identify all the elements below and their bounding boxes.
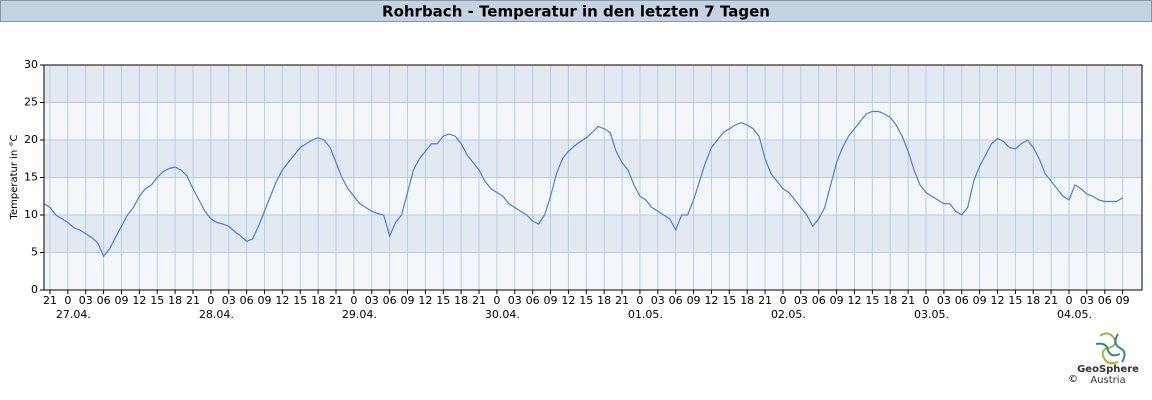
x-tick-label: 15 — [865, 294, 879, 307]
band — [44, 215, 1142, 253]
x-tick-label: 09 — [257, 294, 271, 307]
date-label: 30.04. — [485, 308, 520, 321]
x-tick-label: 15 — [579, 294, 593, 307]
plot-border — [43, 64, 1143, 291]
x-tick-label: 09 — [114, 294, 128, 307]
x-tick-label: 12 — [418, 294, 432, 307]
x-tick-label: 06 — [1098, 294, 1112, 307]
x-tick-label: 15 — [722, 294, 736, 307]
x-tick-label: 18 — [597, 294, 611, 307]
x-tick-label: 03 — [79, 294, 93, 307]
x-tick-label: 09 — [401, 294, 415, 307]
x-tick-label: 09 — [687, 294, 701, 307]
date-label: 27.04. — [56, 308, 91, 321]
temperature-line — [43, 110, 1123, 258]
y-tick-label: 20 — [24, 133, 38, 146]
x-tick-label: 18 — [168, 294, 182, 307]
y-tick-label: 10 — [24, 208, 38, 221]
x-tick-label: 12 — [990, 294, 1004, 307]
date-label: 01.05. — [628, 308, 663, 321]
x-tick-label: 06 — [955, 294, 969, 307]
x-tick-label: 06 — [526, 294, 540, 307]
x-tick-label: 06 — [240, 294, 254, 307]
x-tick-label: 0 — [636, 294, 643, 307]
x-tick-label: 03 — [651, 294, 665, 307]
y-axis-label: Temperatur in °C — [9, 135, 20, 221]
date-label: 02.05. — [771, 308, 806, 321]
x-tick-label: 06 — [97, 294, 111, 307]
x-tick-label: 21 — [1044, 294, 1058, 307]
y-tick-label: 15 — [24, 171, 38, 184]
x-tick-label: 0 — [779, 294, 786, 307]
date-label: 03.05. — [914, 308, 949, 321]
x-tick-label: 12 — [132, 294, 146, 307]
band — [44, 140, 1142, 178]
x-tick-label: 09 — [1116, 294, 1130, 307]
y-tick-label: 0 — [31, 283, 38, 296]
x-tick-label: 03 — [794, 294, 808, 307]
date-label: 28.04. — [199, 308, 234, 321]
x-tick-label: 09 — [973, 294, 987, 307]
date-label: 29.04. — [342, 308, 377, 321]
x-tick-label: 15 — [1008, 294, 1022, 307]
y-tick-label: 5 — [31, 246, 38, 259]
x-tick-label: 15 — [293, 294, 307, 307]
x-tick-label: 0 — [350, 294, 357, 307]
logo-icon — [1114, 333, 1126, 363]
x-tick-label: 0 — [1065, 294, 1072, 307]
x-tick-label: 03 — [508, 294, 522, 307]
x-tick-label: 03 — [222, 294, 236, 307]
x-tick-label: 15 — [436, 294, 450, 307]
logo: GeoSphere © Austria — [1068, 332, 1139, 386]
y-tick-label: 25 — [24, 96, 38, 109]
x-tick-label: 15 — [150, 294, 164, 307]
x-tick-label: 18 — [1026, 294, 1040, 307]
x-tick-label: 0 — [493, 294, 500, 307]
x-tick-label: 06 — [669, 294, 683, 307]
logo-name: GeoSphere — [1077, 364, 1139, 375]
x-tick-label: 12 — [704, 294, 718, 307]
x-tick-label: 09 — [544, 294, 558, 307]
logo-icon — [1095, 342, 1121, 357]
band — [44, 65, 1142, 103]
x-tick-label: 03 — [1080, 294, 1094, 307]
x-tick-label: 0 — [207, 294, 214, 307]
x-tick-label: 06 — [812, 294, 826, 307]
x-tick-label: 0 — [922, 294, 929, 307]
x-tick-label: 21 — [186, 294, 200, 307]
x-tick-label: 0 — [64, 294, 71, 307]
x-tick-label: 03 — [937, 294, 951, 307]
chart-title: Rohrbach - Temperatur in den letzten 7 T… — [382, 3, 770, 21]
x-tick-label: 18 — [740, 294, 754, 307]
x-tick-label: 21 — [329, 294, 343, 307]
x-tick-label: 12 — [847, 294, 861, 307]
x-tick-label: 21 — [472, 294, 486, 307]
logo-sub: Austria — [1090, 375, 1125, 386]
x-tick-label: 21 — [615, 294, 629, 307]
x-tick-label: 21 — [43, 294, 57, 307]
x-tick-label: 06 — [383, 294, 397, 307]
copyright: © — [1068, 374, 1078, 385]
x-tick-label: 18 — [311, 294, 325, 307]
x-tick-label: 18 — [454, 294, 468, 307]
x-tick-label: 18 — [883, 294, 897, 307]
x-tick-label: 12 — [561, 294, 575, 307]
x-tick-label: 21 — [758, 294, 772, 307]
x-tick-label: 12 — [275, 294, 289, 307]
x-tick-label: 09 — [830, 294, 844, 307]
x-tick-label: 21 — [901, 294, 915, 307]
y-tick-label: 30 — [24, 58, 38, 71]
date-label: 04.05. — [1057, 308, 1092, 321]
x-tick-label: 03 — [365, 294, 379, 307]
